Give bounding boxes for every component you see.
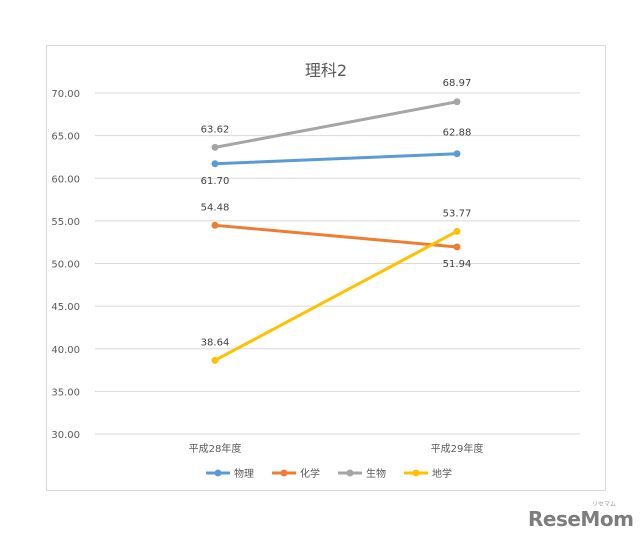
y-tick-label: 55.00 — [51, 217, 80, 228]
legend-marker — [412, 469, 420, 477]
chart-frame — [46, 45, 606, 491]
legend-label: 生物 — [366, 467, 386, 480]
x-axis-tick-labels: 平成28年度 平成29年度 — [189, 442, 484, 455]
series-2 — [211, 221, 461, 251]
data-point — [453, 150, 461, 158]
series-line — [213, 152, 459, 166]
data-point — [453, 98, 461, 106]
legend-marker — [346, 469, 354, 477]
data-label: 54.48 — [201, 202, 230, 213]
data-label: 61.70 — [201, 176, 230, 187]
legend-label: 化学 — [300, 467, 320, 480]
data-label: 38.64 — [201, 337, 230, 348]
data-point — [211, 143, 219, 151]
y-tick-label: 65.00 — [51, 132, 80, 143]
legend: 物理 化学 生物 地学 — [206, 467, 452, 480]
series-3 — [211, 98, 461, 151]
y-tick-label: 45.00 — [51, 302, 80, 313]
legend-marker — [280, 469, 288, 477]
x-tick-label: 平成29年度 — [431, 442, 484, 455]
series-4 — [211, 227, 461, 364]
data-label: 51.94 — [443, 259, 472, 270]
y-tick-label: 35.00 — [51, 387, 80, 398]
y-tick-label: 40.00 — [51, 345, 80, 356]
y-tick-label: 50.00 — [51, 260, 80, 271]
legend-item: 物理 — [206, 467, 254, 480]
data-point — [211, 221, 219, 229]
data-labels: 61.70 62.88 54.48 51.94 63.62 68.97 38.64 53.77 — [201, 78, 472, 349]
series-1 — [211, 150, 461, 168]
series-line — [213, 229, 459, 362]
y-tick-label: 60.00 — [51, 174, 80, 185]
series-line — [213, 223, 459, 249]
data-label: 68.97 — [443, 78, 472, 89]
series-lines — [211, 98, 461, 364]
chart-title: 理科2 — [305, 61, 347, 80]
legend-label: 地学 — [432, 467, 452, 480]
data-point — [211, 356, 219, 364]
y-tick-label: 70.00 — [51, 89, 80, 100]
legend-label: 物理 — [234, 467, 254, 480]
data-label: 62.88 — [443, 128, 472, 139]
gridlines — [95, 92, 580, 435]
data-point — [453, 227, 461, 235]
x-tick-label: 平成28年度 — [189, 442, 242, 455]
series-line — [213, 100, 459, 149]
data-label: 53.77 — [443, 208, 472, 219]
legend-item: 生物 — [338, 467, 386, 480]
legend-item: 化学 — [272, 467, 320, 480]
watermark-logo: ReseMom — [528, 507, 634, 531]
y-axis-tick-labels: 70.00 65.00 60.00 55.00 50.00 45.00 40.00 35.00… — [51, 89, 80, 441]
watermark-kana: リセマム — [592, 501, 617, 508]
legend-marker — [214, 469, 222, 477]
data-label: 63.62 — [201, 124, 230, 135]
data-point — [211, 160, 219, 168]
data-point — [453, 243, 461, 251]
legend-item: 地学 — [404, 467, 452, 480]
y-tick-label: 30.00 — [51, 430, 80, 441]
